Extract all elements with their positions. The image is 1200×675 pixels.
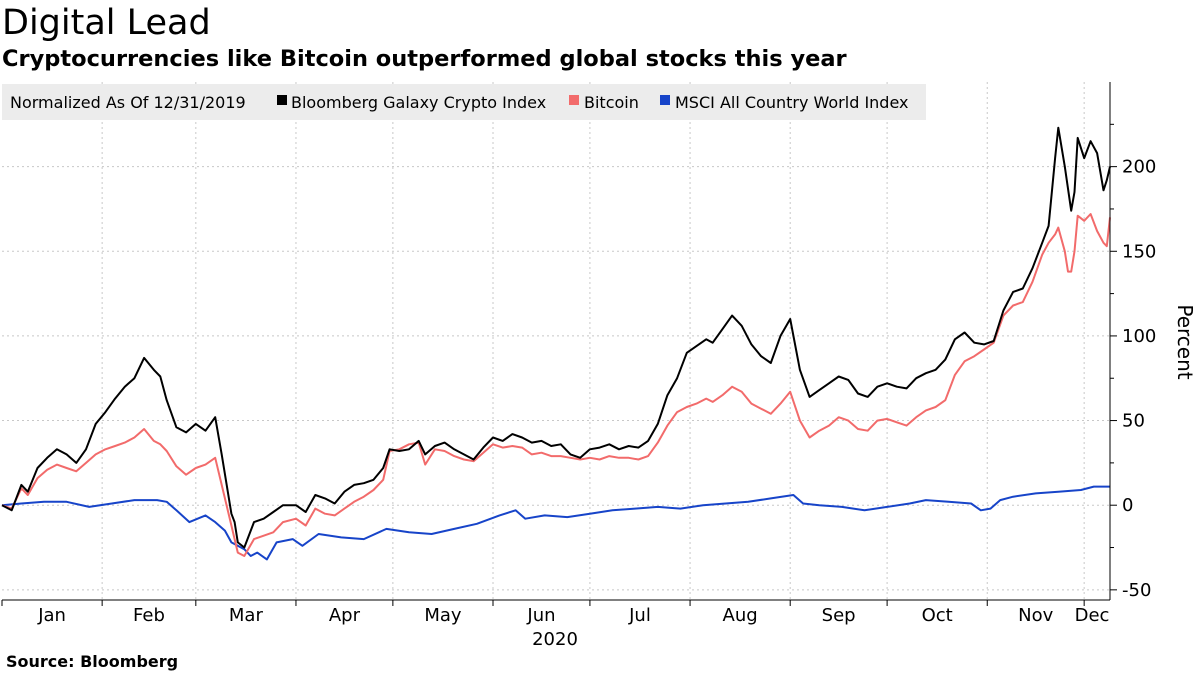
x-tick-label: Aug (723, 605, 758, 626)
x-tick-label: Jan (37, 605, 66, 626)
series-line-bitcoin (1, 213, 1111, 557)
legend-swatch-bitcoin (569, 95, 579, 105)
x-tick-label: Sep (822, 605, 856, 626)
chart-title: Digital Lead (2, 3, 211, 43)
y-axis-label: Percent (1173, 304, 1197, 379)
axes: -50 0 50 100 150 200 Jan Feb Mar Apr May Jun Jul Aug S… (1, 82, 1156, 626)
y-tick-label: 200 (1122, 157, 1156, 178)
x-tick-label: Mar (229, 605, 264, 626)
x-tick-label: May (424, 605, 462, 626)
legend-swatch-msci (660, 95, 670, 105)
legend-label-crypto-index: Bloomberg Galaxy Crypto Index (291, 93, 546, 112)
legend-prefix: Normalized As Of 12/31/2019 (10, 93, 246, 112)
x-tick-label: Dec (1075, 605, 1110, 626)
series-line-crypto_index (1, 126, 1111, 549)
x-axis-year-label: 2020 (532, 629, 578, 650)
legend-background (2, 84, 926, 120)
y-tick-label: 50 (1122, 411, 1145, 432)
grid-lines (2, 82, 1110, 600)
chart-subtitle: Cryptocurrencies like Bitcoin outperform… (2, 46, 847, 72)
y-tick-label: 150 (1122, 241, 1156, 262)
y-tick-label: -50 (1122, 580, 1151, 601)
x-tick-label: Apr (329, 605, 361, 626)
y-tick-label: 100 (1122, 326, 1156, 347)
x-tick-label: Nov (1018, 605, 1053, 626)
y-tick-label: 0 (1122, 495, 1133, 516)
x-tick-label: Jun (526, 605, 555, 626)
series-line-msci (1, 485, 1110, 561)
source-note: Source: Bloomberg (6, 652, 179, 671)
legend-label-msci: MSCI All Country World Index (675, 93, 909, 112)
legend-label-bitcoin: Bitcoin (584, 93, 639, 112)
legend-swatch-crypto-index (277, 95, 287, 105)
x-tick-label: Oct (922, 605, 953, 626)
x-tick-label: Jul (628, 605, 651, 626)
series-lines (1, 126, 1111, 561)
x-tick-label: Feb (133, 605, 165, 626)
